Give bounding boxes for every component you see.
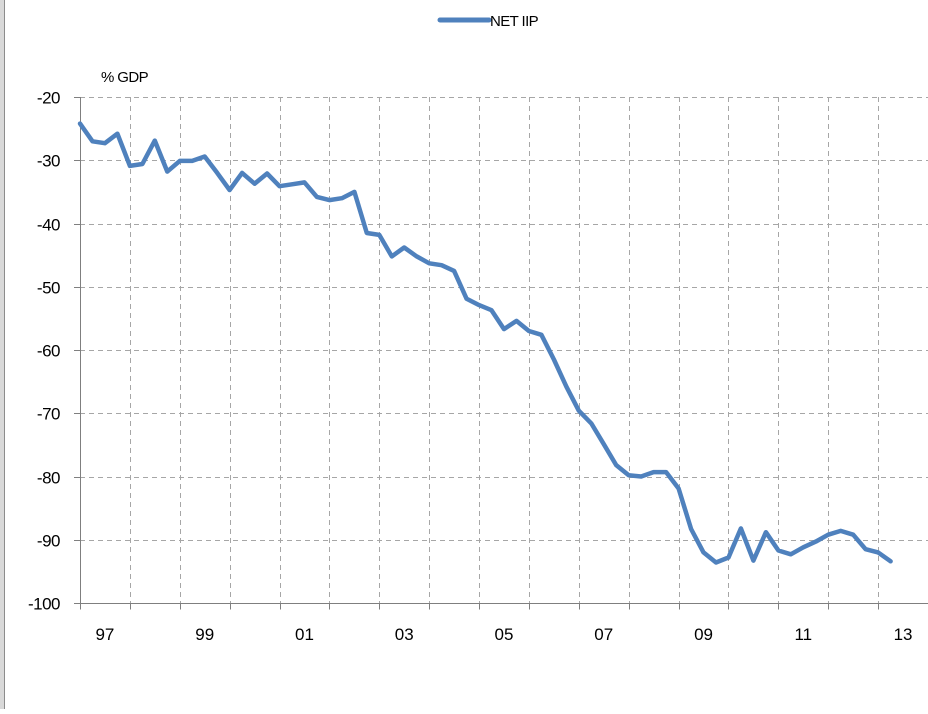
- series-layer: [77, 121, 893, 565]
- x-tick-label: 11: [794, 625, 812, 644]
- x-axis-tick-labels: 97 99 01 03 05 07 09 11 13: [95, 625, 912, 644]
- x-tick-label: 97: [95, 625, 114, 644]
- legend: NET IIP: [437, 13, 539, 30]
- x-tick-label: 05: [495, 625, 514, 644]
- gridlines: [80, 97, 928, 603]
- x-tick-label: 99: [195, 625, 214, 644]
- x-tick-label: 13: [894, 625, 913, 644]
- window-left-edge: [0, 0, 5, 709]
- y-tick-label: -30: [37, 152, 60, 171]
- x-tick-label: 07: [594, 625, 613, 644]
- y-tick-label: -70: [37, 405, 60, 424]
- y-axis-tick-labels: -20 -30 -40 -50 -60 -70 -80 -90 -100: [28, 89, 61, 614]
- y-tick-label: -90: [37, 532, 60, 551]
- axes: [74, 97, 928, 610]
- y-axis-unit-label: % GDP: [101, 69, 149, 86]
- x-tick-label: 03: [395, 625, 414, 644]
- legend-label-net-iip: NET IIP: [490, 13, 539, 30]
- y-tick-label: -50: [37, 279, 60, 298]
- x-tick-label: 09: [694, 625, 713, 644]
- y-tick-label: -40: [37, 216, 60, 235]
- y-tick-label: -20: [37, 89, 60, 108]
- y-tick-label: -100: [28, 595, 60, 614]
- series-line-net-iip: [77, 121, 893, 565]
- y-tick-label: -60: [37, 342, 60, 361]
- y-tick-label: -80: [37, 469, 60, 488]
- x-tick-label: 01: [295, 625, 314, 644]
